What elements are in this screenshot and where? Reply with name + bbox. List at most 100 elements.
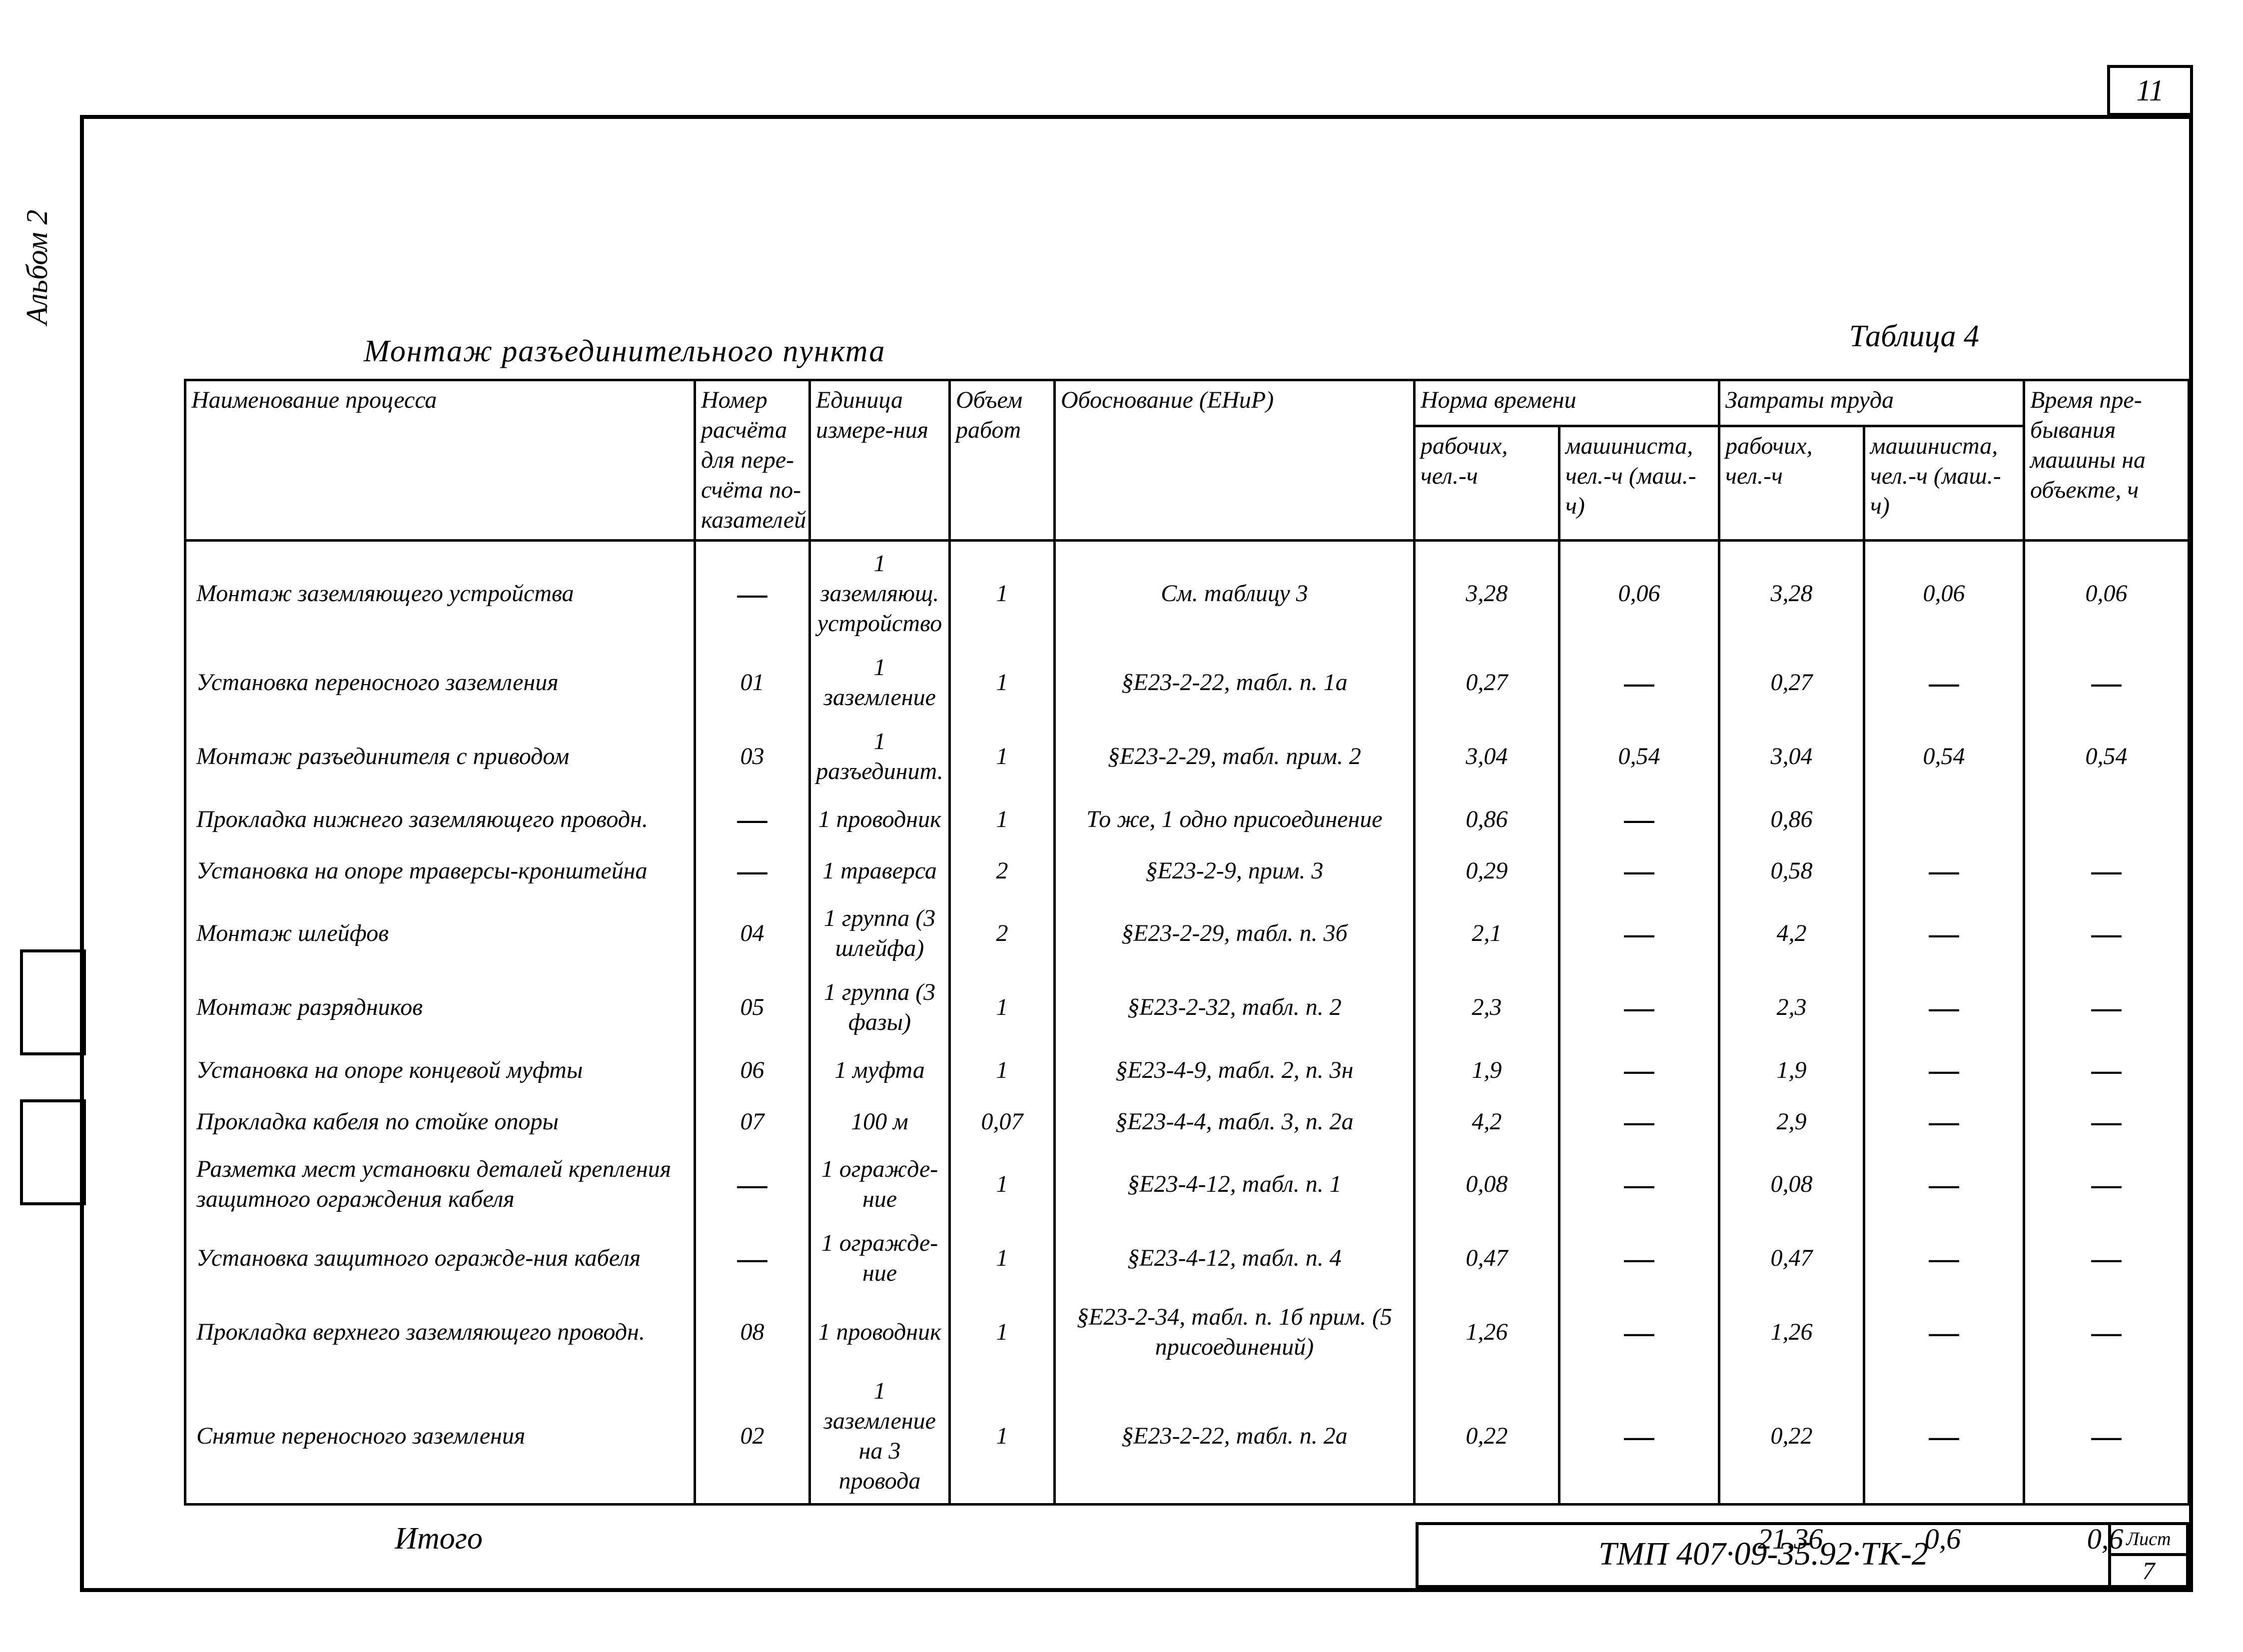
page-number: 11 bbox=[2136, 74, 2164, 107]
cell-name: Прокладка нижнего заземляющего проводн. bbox=[185, 794, 695, 845]
cell-z1: 2,3 bbox=[1719, 970, 1864, 1044]
cell-vr bbox=[2024, 794, 2189, 845]
table-row: Снятие переносного заземления021 заземле… bbox=[185, 1369, 2189, 1505]
th-zatr: Затраты труда bbox=[1719, 380, 2024, 426]
cell-obosn: §Е23-4-12, табл. п. 1 bbox=[1055, 1147, 1415, 1221]
table-row: Установка защитного огражде-ния кабеля—1… bbox=[185, 1221, 2189, 1295]
cell-nomer: 01 bbox=[695, 646, 810, 720]
cell-nomer: 08 bbox=[695, 1295, 810, 1369]
album-label: Альбом 2 bbox=[20, 125, 54, 325]
cell-z1: 0,27 bbox=[1719, 646, 1864, 720]
binding-tab-1 bbox=[20, 949, 86, 1055]
cell-z2: — bbox=[1864, 970, 2024, 1044]
table-row: Установка переносного заземления011 зазе… bbox=[185, 646, 2189, 720]
cell-name: Установка защитного огражде-ния кабеля bbox=[185, 1221, 695, 1295]
cell-ed: 1 группа (3 шлейфа) bbox=[810, 896, 950, 970]
cell-ed: 1 заземление на 3 провода bbox=[810, 1369, 950, 1505]
cell-vr: — bbox=[2024, 1044, 2189, 1096]
cell-obem: 2 bbox=[950, 845, 1055, 896]
cell-z2: — bbox=[1864, 896, 2024, 970]
cell-obosn: §Е23-4-9, табл. 2, п. 3н bbox=[1055, 1044, 1415, 1096]
cell-vr: — bbox=[2024, 896, 2189, 970]
cell-n1: 3,04 bbox=[1415, 720, 1559, 794]
cell-name: Установка на опоре концевой муфты bbox=[185, 1044, 695, 1096]
table-row: Разметка мест установки деталей креплени… bbox=[185, 1147, 2189, 1221]
cell-name: Установка переносного заземления bbox=[185, 646, 695, 720]
cell-nomer: — bbox=[695, 1221, 810, 1295]
cell-z1: 1,26 bbox=[1719, 1295, 1864, 1369]
cell-n2: — bbox=[1559, 646, 1719, 720]
cell-nomer: — bbox=[695, 541, 810, 646]
cell-vr: — bbox=[2024, 970, 2189, 1044]
page-number-box: 11 bbox=[2107, 65, 2193, 116]
table-row: Прокладка кабеля по стойке опоры07100 м0… bbox=[185, 1096, 2189, 1147]
cell-obem: 1 bbox=[950, 1147, 1055, 1221]
cell-ed: 1 траверса bbox=[810, 845, 950, 896]
cell-obem: 1 bbox=[950, 794, 1055, 845]
cell-ed: 1 проводник bbox=[810, 794, 950, 845]
cell-obosn: См. таблицу 3 bbox=[1055, 541, 1415, 646]
cell-obem: 1 bbox=[950, 720, 1055, 794]
cell-n2: — bbox=[1559, 1295, 1719, 1369]
cell-ed: 1 заземляющ. устройство bbox=[810, 541, 950, 646]
table-row: Прокладка нижнего заземляющего проводн. —… bbox=[185, 794, 2189, 845]
cell-z2 bbox=[1864, 794, 2024, 845]
cell-n1: 1,9 bbox=[1415, 1044, 1559, 1096]
cell-n2: — bbox=[1559, 794, 1719, 845]
cell-z2: — bbox=[1864, 1295, 2024, 1369]
cell-obosn: §Е23-2-34, табл. п. 1б прим. (5 присоеди… bbox=[1055, 1295, 1415, 1369]
cell-z2: — bbox=[1864, 1369, 2024, 1505]
cell-vr: — bbox=[2024, 1147, 2189, 1221]
th-zatr-mash: машиниста, чел.-ч (маш.-ч) bbox=[1864, 426, 2024, 541]
sheet-label: Лист bbox=[2111, 1525, 2186, 1556]
cell-n2: — bbox=[1559, 896, 1719, 970]
cell-nomer: — bbox=[695, 1147, 810, 1221]
th-obem: Объем работ bbox=[950, 380, 1055, 541]
table-row: Монтаж шлейфов041 группа (3 шлейфа)2§Е23… bbox=[185, 896, 2189, 970]
th-norma: Норма времени bbox=[1415, 380, 1719, 426]
th-vremya: Время пре-бывания машины на объекте, ч bbox=[2024, 380, 2189, 541]
sheet-number-cell: Лист 7 bbox=[2111, 1525, 2186, 1585]
th-zatr-rab: рабочих, чел.-ч bbox=[1719, 426, 1864, 541]
cell-z1: 4,2 bbox=[1719, 896, 1864, 970]
cell-obosn: §Е23-2-29, табл. п. 3б bbox=[1055, 896, 1415, 970]
cell-name: Прокладка верхнего заземляющего проводн. bbox=[185, 1295, 695, 1369]
cell-z1: 0,58 bbox=[1719, 845, 1864, 896]
sheet-number: 7 bbox=[2111, 1556, 2186, 1585]
table-row: Прокладка верхнего заземляющего проводн.… bbox=[185, 1295, 2189, 1369]
cell-obosn: §Е23-2-22, табл. п. 1а bbox=[1055, 646, 1415, 720]
th-norma-mash: машиниста, чел.-ч (маш.-ч) bbox=[1559, 426, 1719, 541]
cell-n1: 4,2 bbox=[1415, 1096, 1559, 1147]
cell-name: Прокладка кабеля по стойке опоры bbox=[185, 1096, 695, 1147]
cell-n2: — bbox=[1559, 1044, 1719, 1096]
cell-vr: — bbox=[2024, 1295, 2189, 1369]
document-code: ТМП 407·09-35.92·ТК-2 bbox=[1419, 1525, 2111, 1585]
cell-nomer: 03 bbox=[695, 720, 810, 794]
table-row: Установка на опоре траверсы-кронштейна—1… bbox=[185, 845, 2189, 896]
cell-vr: 0,06 bbox=[2024, 541, 2189, 646]
cell-vr: — bbox=[2024, 845, 2189, 896]
cell-n2: 0,06 bbox=[1559, 541, 1719, 646]
cell-ed: 1 заземление bbox=[810, 646, 950, 720]
cell-obosn: §Е23-2-32, табл. п. 2 bbox=[1055, 970, 1415, 1044]
cell-n2: — bbox=[1559, 1369, 1719, 1505]
cell-name: Монтаж разрядников bbox=[185, 970, 695, 1044]
th-norma-rab: рабочих, чел.-ч bbox=[1415, 426, 1559, 541]
cell-nomer: 05 bbox=[695, 970, 810, 1044]
sheet: 11 Альбом 2 Монтаж разъединительного пун… bbox=[0, 0, 2243, 1652]
cell-n1: 0,08 bbox=[1415, 1147, 1559, 1221]
drawing-title: Монтаж разъединительного пункта bbox=[364, 334, 885, 369]
cell-z1: 0,47 bbox=[1719, 1221, 1864, 1295]
cell-ed: 1 муфта bbox=[810, 1044, 950, 1096]
content-area: Монтаж разъединительного пункта Таблица … bbox=[184, 249, 2119, 1508]
cell-ed: 1 огражде-ние bbox=[810, 1221, 950, 1295]
cell-z1: 2,9 bbox=[1719, 1096, 1864, 1147]
cell-obosn: §Е23-2-29, табл. прим. 2 bbox=[1055, 720, 1415, 794]
table-body: Монтаж заземляющего устройства—1 заземля… bbox=[185, 541, 2189, 1505]
cell-vr: — bbox=[2024, 1096, 2189, 1147]
cell-z2: — bbox=[1864, 646, 2024, 720]
cell-vr: — bbox=[2024, 646, 2189, 720]
cell-z1: 0,86 bbox=[1719, 794, 1864, 845]
cell-n1: 0,47 bbox=[1415, 1221, 1559, 1295]
cell-z2: — bbox=[1864, 1044, 2024, 1096]
